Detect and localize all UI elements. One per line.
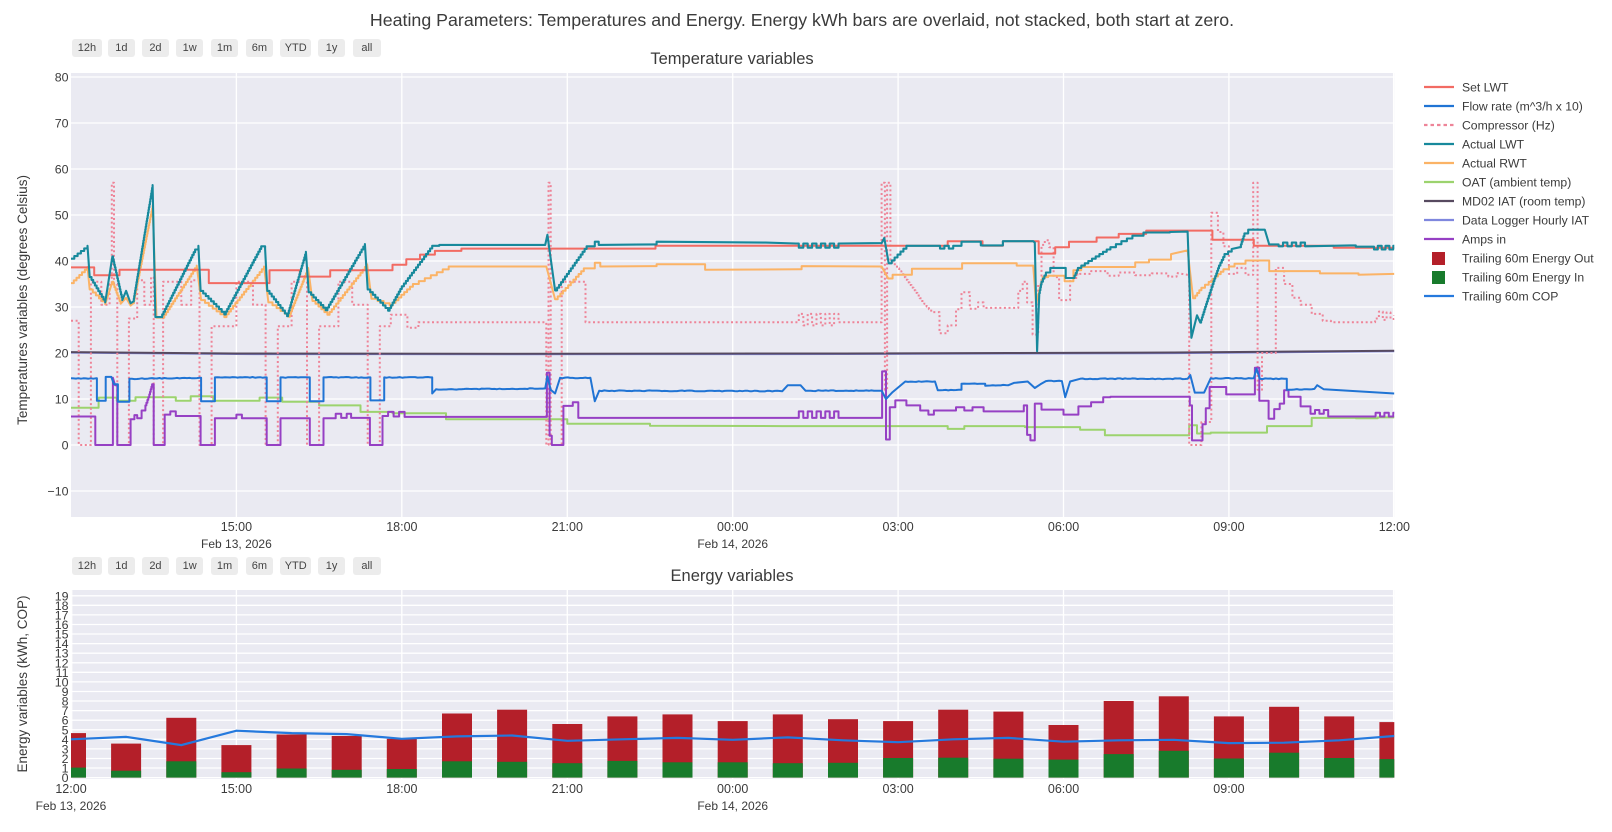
svg-text:30: 30: [55, 301, 69, 315]
svg-text:0: 0: [62, 439, 69, 453]
svg-text:00:00: 00:00: [717, 782, 748, 796]
svg-text:Trailing 60m Energy Out: Trailing 60m Energy Out: [1462, 252, 1594, 266]
svg-text:17: 17: [55, 608, 69, 622]
svg-text:Energy variables (kWh, COP): Energy variables (kWh, COP): [15, 595, 30, 772]
svg-text:6: 6: [62, 714, 69, 728]
svg-text:Flow rate (m^3/h x 10): Flow rate (m^3/h x 10): [1462, 100, 1583, 114]
svg-text:Feb 13, 2026: Feb 13, 2026: [201, 537, 272, 551]
svg-text:Trailing 60m Energy In: Trailing 60m Energy In: [1462, 271, 1584, 285]
svg-text:14: 14: [55, 637, 69, 651]
svg-text:09:00: 09:00: [1213, 520, 1244, 534]
svg-text:Temperature variables: Temperature variables: [650, 50, 813, 68]
svg-text:03:00: 03:00: [882, 520, 913, 534]
svg-text:10: 10: [55, 393, 69, 407]
svg-text:2: 2: [62, 752, 69, 766]
svg-text:OAT (ambient temp): OAT (ambient temp): [1462, 176, 1571, 190]
svg-text:Heating Parameters: Temperatur: Heating Parameters: Temperatures and Ene…: [370, 10, 1234, 30]
svg-text:1: 1: [62, 762, 69, 776]
svg-text:13: 13: [55, 647, 69, 661]
svg-text:Data Logger Hourly IAT: Data Logger Hourly IAT: [1462, 214, 1590, 228]
svg-text:Feb 14, 2026: Feb 14, 2026: [697, 537, 768, 551]
svg-text:15:00: 15:00: [221, 782, 252, 796]
svg-text:15:00: 15:00: [221, 520, 252, 534]
svg-text:Actual LWT: Actual LWT: [1462, 138, 1525, 152]
svg-text:70: 70: [55, 117, 69, 131]
svg-text:06:00: 06:00: [1048, 520, 1079, 534]
svg-text:50: 50: [55, 209, 69, 223]
svg-text:10: 10: [55, 675, 69, 689]
svg-text:Amps in: Amps in: [1462, 233, 1506, 247]
svg-text:Temperatures variables (degree: Temperatures variables (degrees Celsius): [15, 175, 30, 425]
svg-text:Energy variables: Energy variables: [671, 567, 794, 585]
svg-text:−10: −10: [47, 485, 68, 499]
svg-text:21:00: 21:00: [552, 520, 583, 534]
svg-text:7: 7: [62, 704, 69, 718]
svg-text:12: 12: [55, 656, 69, 670]
svg-text:8: 8: [62, 695, 69, 709]
svg-text:3: 3: [62, 742, 69, 756]
svg-text:0: 0: [62, 771, 69, 785]
svg-text:5: 5: [62, 723, 69, 737]
svg-text:16: 16: [55, 618, 69, 632]
svg-text:18: 18: [55, 599, 69, 613]
svg-text:21:00: 21:00: [552, 782, 583, 796]
svg-text:80: 80: [55, 71, 69, 85]
svg-text:20: 20: [55, 347, 69, 361]
svg-text:Actual RWT: Actual RWT: [1462, 157, 1527, 171]
svg-text:Compressor (Hz): Compressor (Hz): [1462, 119, 1555, 133]
svg-text:19: 19: [55, 589, 69, 603]
svg-text:40: 40: [55, 255, 69, 269]
svg-text:12:00: 12:00: [55, 782, 86, 796]
svg-text:12:00: 12:00: [1379, 520, 1410, 534]
svg-text:4: 4: [62, 733, 69, 747]
svg-text:00:00: 00:00: [717, 520, 748, 534]
svg-text:03:00: 03:00: [882, 782, 913, 796]
svg-text:9: 9: [62, 685, 69, 699]
svg-text:MD02 IAT (room temp): MD02 IAT (room temp): [1462, 195, 1585, 209]
svg-text:15: 15: [55, 628, 69, 642]
svg-text:11: 11: [56, 666, 69, 680]
svg-text:Trailing 60m COP: Trailing 60m COP: [1462, 290, 1558, 304]
svg-text:Feb 13, 2026: Feb 13, 2026: [36, 799, 107, 813]
svg-text:Feb 14, 2026: Feb 14, 2026: [697, 799, 768, 813]
svg-text:Set LWT: Set LWT: [1462, 81, 1509, 95]
svg-text:18:00: 18:00: [386, 520, 417, 534]
svg-text:06:00: 06:00: [1048, 782, 1079, 796]
svg-text:09:00: 09:00: [1213, 782, 1244, 796]
svg-text:60: 60: [55, 163, 69, 177]
svg-text:18:00: 18:00: [386, 782, 417, 796]
